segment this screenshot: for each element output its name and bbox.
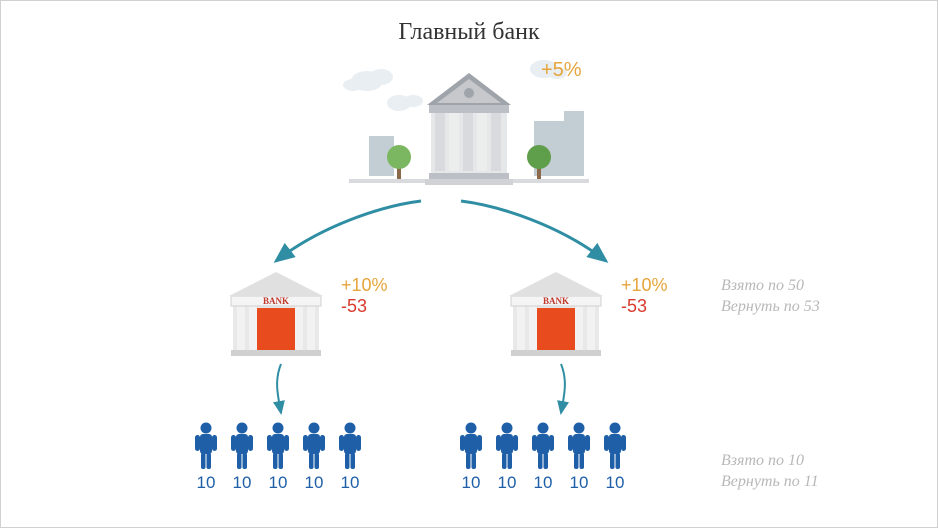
sub-bank-right: BANK	[501, 266, 611, 361]
person-icon: 10	[263, 421, 293, 493]
person-icon: 10	[227, 421, 257, 493]
person-value: 10	[498, 473, 517, 493]
people-group-left: 10 10 10 10 10	[191, 421, 365, 493]
note-line: Взято по 10	[721, 451, 819, 472]
person-icon: 10	[299, 421, 329, 493]
person-value: 10	[197, 473, 216, 493]
side-note-2: Взято по 10 Вернуть по 11	[721, 451, 819, 493]
page-title: Главный банк	[398, 19, 539, 46]
note-line: Вернуть по 53	[721, 297, 820, 318]
person-icon: 10	[335, 421, 365, 493]
rate-percent: +10%	[621, 275, 668, 296]
sub-bank-label: BANK	[263, 296, 289, 306]
person-value: 10	[233, 473, 252, 493]
main-bank-rate: +5%	[541, 59, 582, 82]
person-icon: 10	[492, 421, 522, 493]
person-icon: 10	[564, 421, 594, 493]
person-value: 10	[269, 473, 288, 493]
sub-bank-label: BANK	[543, 296, 569, 306]
person-value: 10	[606, 473, 625, 493]
note-line: Вернуть по 11	[721, 472, 819, 493]
person-value: 10	[305, 473, 324, 493]
person-icon: 10	[600, 421, 630, 493]
person-icon: 10	[528, 421, 558, 493]
sub-bank-left-rate: +10% -53	[341, 275, 388, 317]
side-note-1: Взято по 50 Вернуть по 53	[721, 276, 820, 318]
person-icon: 10	[191, 421, 221, 493]
person-value: 10	[570, 473, 589, 493]
rate-negative: -53	[621, 296, 668, 317]
note-line: Взято по 50	[721, 276, 820, 297]
arrow-main-to-left	[261, 196, 441, 276]
rate-percent: +10%	[341, 275, 388, 296]
person-icon: 10	[456, 421, 486, 493]
sub-bank-left: BANK	[221, 266, 331, 361]
rate-negative: -53	[341, 296, 388, 317]
people-group-right: 10 10 10 10 10	[456, 421, 630, 493]
person-value: 10	[341, 473, 360, 493]
person-value: 10	[462, 473, 481, 493]
person-value: 10	[534, 473, 553, 493]
arrow-main-to-right	[441, 196, 621, 276]
sub-bank-right-rate: +10% -53	[621, 275, 668, 317]
arrow-right-to-people	[536, 361, 586, 421]
arrow-left-to-people	[256, 361, 306, 421]
